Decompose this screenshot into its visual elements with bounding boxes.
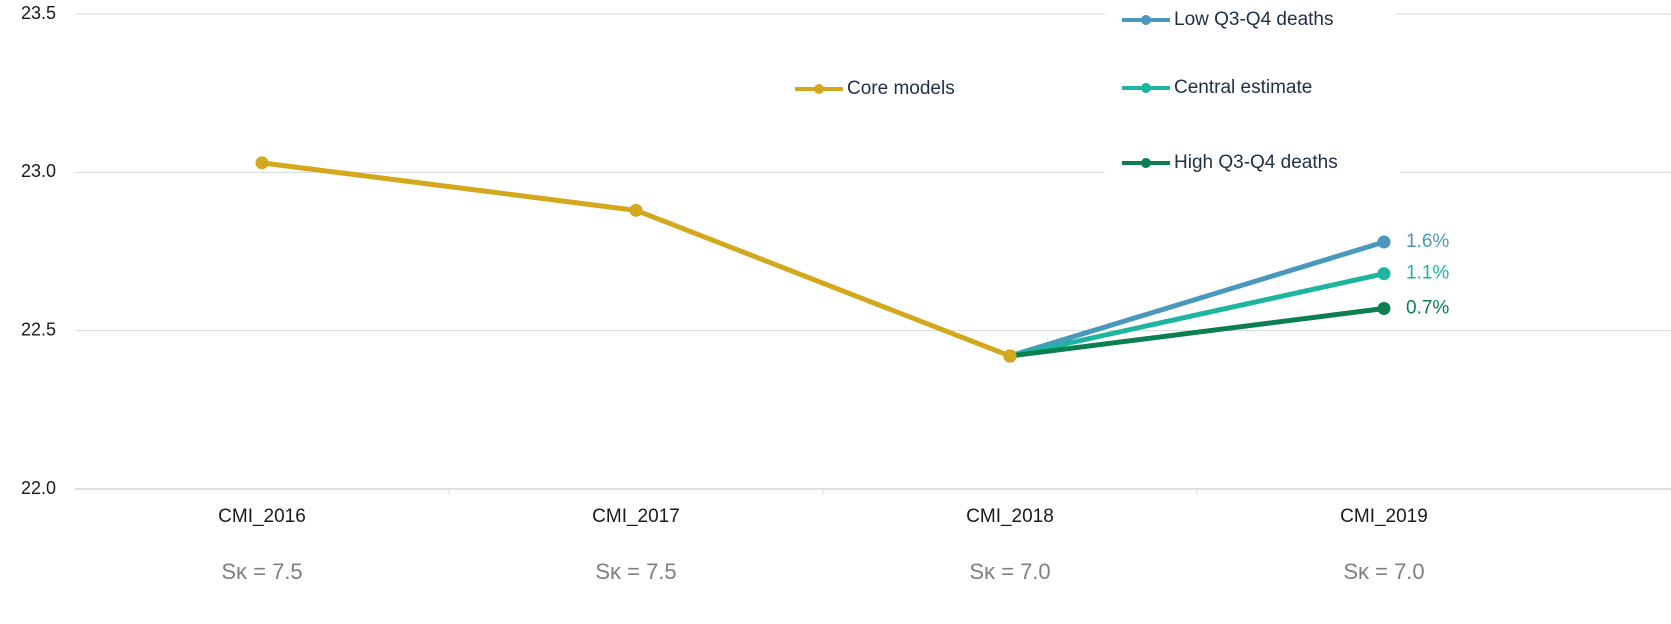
y-tick-label: 22.0	[21, 478, 56, 498]
x-sublabel: Sκ = 7.5	[595, 559, 676, 584]
marker	[629, 203, 643, 217]
series-line	[1009, 306, 1385, 359]
end-label: 1.1%	[1406, 263, 1449, 284]
y-tick-label: 22.5	[21, 319, 56, 339]
x-sublabel: Sκ = 7.0	[969, 559, 1050, 584]
legend-label: High Q3-Q4 deaths	[1174, 152, 1338, 173]
series-line	[1009, 271, 1385, 359]
legend-label: Core models	[847, 78, 955, 99]
end-label: 1.6%	[1406, 231, 1449, 252]
end-label: 0.7%	[1406, 298, 1449, 319]
x-tick-label: CMI_2018	[966, 506, 1054, 527]
legend-dot	[1141, 83, 1151, 93]
marker	[1377, 267, 1391, 281]
marker	[1003, 349, 1017, 363]
legend-dot	[1141, 158, 1151, 168]
marker	[1377, 235, 1391, 249]
y-tick-label: 23.0	[21, 161, 56, 181]
x-sublabel: Sκ = 7.5	[221, 559, 302, 584]
x-tick-label: CMI_2016	[218, 506, 306, 527]
y-tick-label: 23.5	[21, 3, 56, 23]
series-line	[1009, 239, 1385, 359]
legend-label: Low Q3-Q4 deaths	[1174, 9, 1333, 30]
x-tick-label: CMI_2019	[1340, 506, 1428, 527]
marker	[1377, 302, 1391, 315]
legend-dot	[1141, 15, 1151, 25]
marker	[255, 156, 269, 170]
x-tick-label: CMI_2017	[592, 506, 680, 527]
legend-label: Central estimate	[1174, 77, 1312, 98]
x-sublabel: Sκ = 7.0	[1343, 559, 1424, 584]
series-line	[261, 160, 1011, 359]
legend-dot	[814, 84, 824, 94]
